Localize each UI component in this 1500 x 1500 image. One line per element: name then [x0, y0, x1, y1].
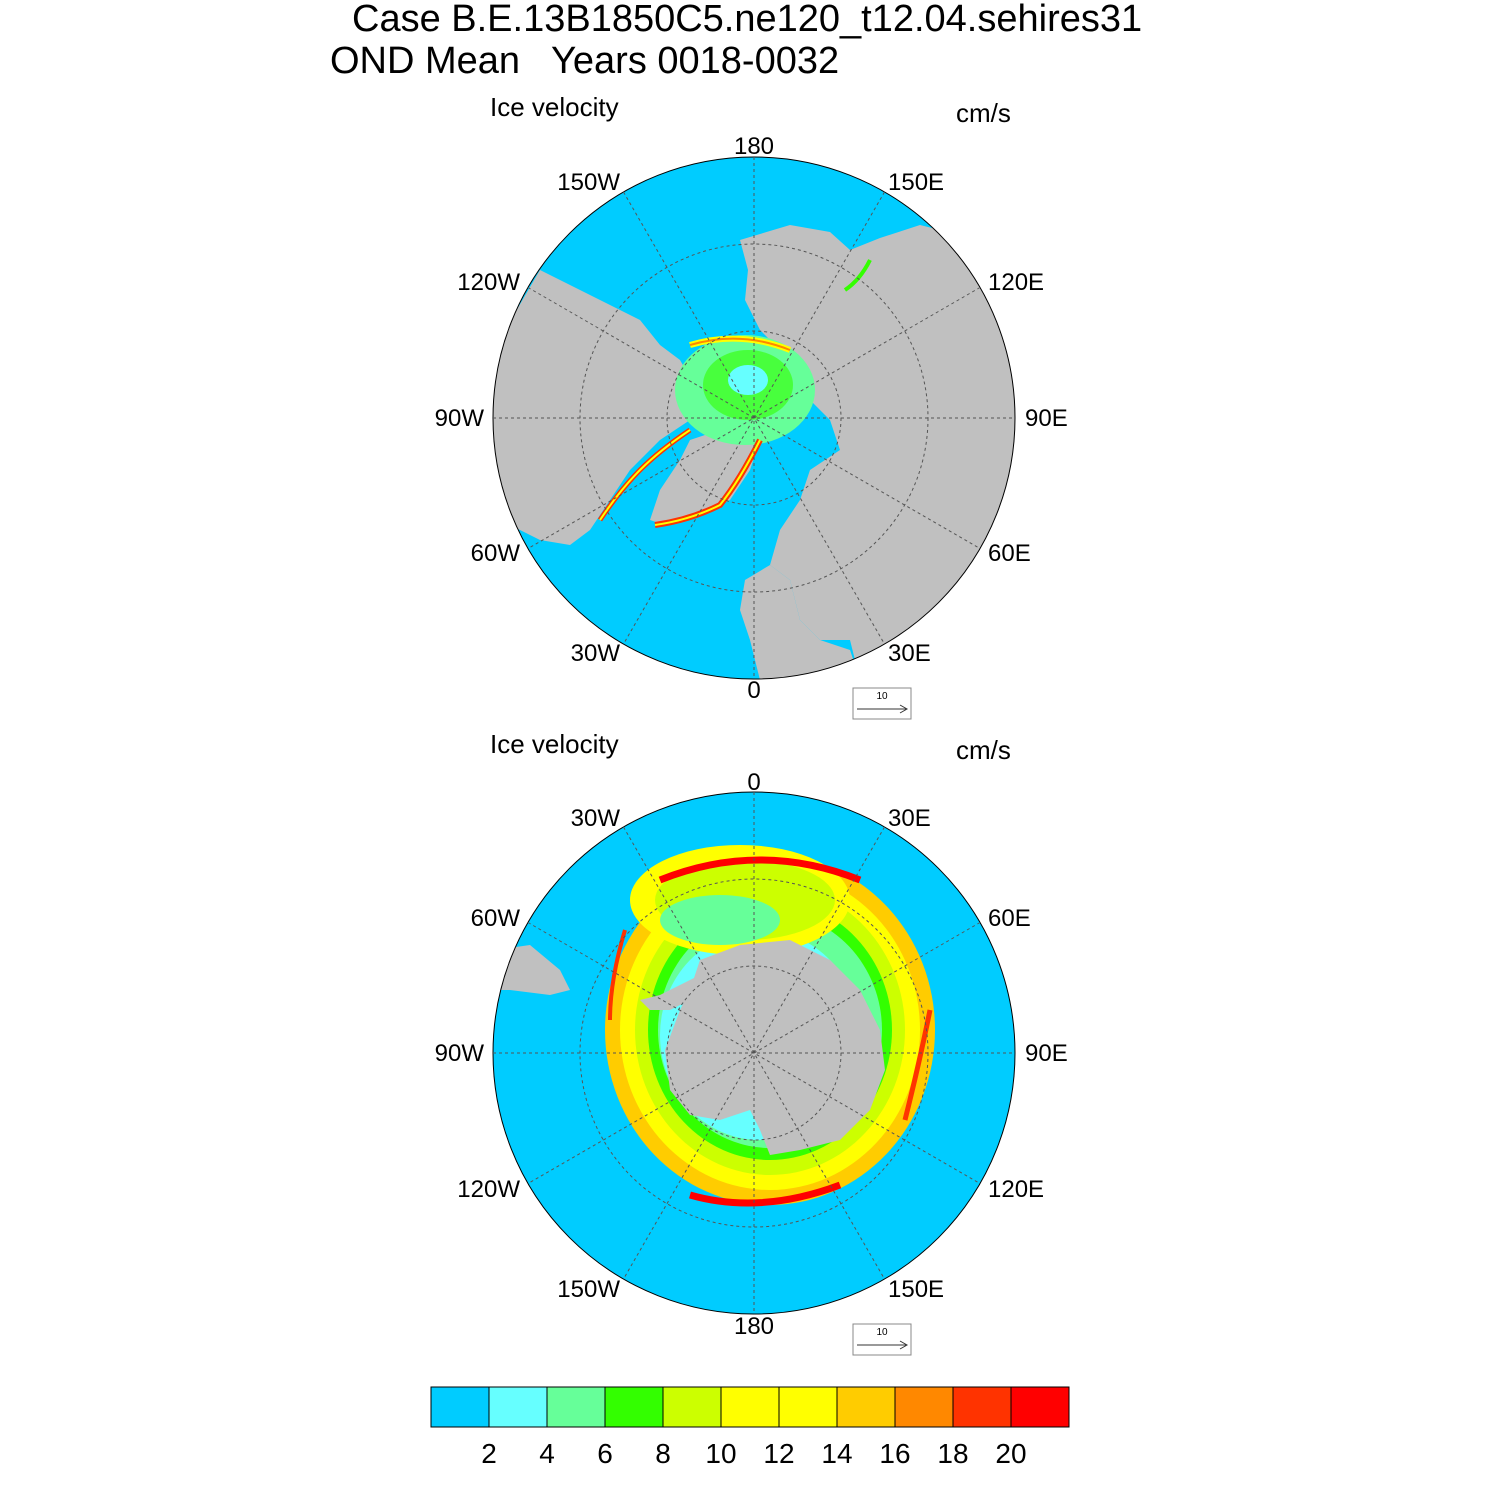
- north-lon-label-30e: 30E: [888, 640, 931, 667]
- north-reference-vector: 10: [852, 687, 912, 720]
- north-land-europe: [740, 565, 860, 679]
- colorbar-swatch: [952, 1386, 1012, 1428]
- north-polar-map: 180 150E 120E 90E 60E 30E 0 30W 60W 90W …: [435, 133, 1068, 720]
- colorbar-swatch: [836, 1386, 896, 1428]
- colorbar-swatch: [662, 1386, 722, 1428]
- colorbar: 2 4 6 8 10 12 14 16 18 20: [430, 1386, 1070, 1469]
- north-lon-label-0: 0: [747, 677, 760, 704]
- south-panel-units: cm/s: [956, 735, 1011, 765]
- colorbar-label: 16: [879, 1438, 910, 1469]
- south-lon-label-0: 0: [747, 769, 760, 796]
- south-lon-label-30e: 30E: [888, 805, 931, 832]
- north-lon-label-150e: 150E: [888, 169, 944, 196]
- north-lon-label-60e: 60E: [988, 540, 1031, 567]
- south-lon-label-120e: 120E: [988, 1176, 1044, 1203]
- colorbar-swatch: [1010, 1386, 1070, 1428]
- colorbar-label: 6: [597, 1438, 613, 1469]
- colorbar-swatch: [430, 1386, 490, 1428]
- colorbar-label: 10: [705, 1438, 736, 1469]
- colorbar-label: 2: [481, 1438, 497, 1469]
- north-lon-label-180: 180: [734, 133, 774, 160]
- south-lon-label-60w: 60W: [471, 905, 521, 932]
- south-lon-label-150e: 150E: [888, 1276, 944, 1303]
- south-lon-label-90w: 90W: [435, 1040, 485, 1067]
- main-title-line-1: Case B.E.13B1850C5.ne120_t12.04.sehires3…: [352, 0, 1143, 40]
- colorbar-swatch: [546, 1386, 606, 1428]
- north-lon-label-60w: 60W: [471, 540, 521, 567]
- main-title-line-2: OND Mean Years 0018-0032: [330, 40, 840, 82]
- north-land-greenland: [650, 430, 760, 525]
- south-lon-label-120w: 120W: [457, 1176, 520, 1203]
- north-panel-title: Ice velocity: [490, 92, 619, 122]
- north-land-eurasia: [740, 225, 1015, 679]
- north-lon-label-30w: 30W: [571, 640, 621, 667]
- north-land-north-america: [493, 270, 700, 545]
- south-reference-vector: 10: [852, 1323, 912, 1356]
- south-land-antarctic-peninsula: [640, 975, 700, 1010]
- south-graticule: [492, 791, 1016, 1315]
- north-ice-field: [675, 335, 815, 445]
- south-lon-label-30w: 30W: [571, 805, 621, 832]
- north-lon-label-90w: 90W: [435, 405, 485, 432]
- south-ref-vector-label: 10: [876, 1327, 888, 1338]
- north-lon-label-90e: 90E: [1025, 405, 1068, 432]
- south-lon-label-180: 180: [734, 1313, 774, 1340]
- north-lon-label-120w: 120W: [457, 269, 520, 296]
- south-lon-label-60e: 60E: [988, 905, 1031, 932]
- south-polar-map: 0 30E 60E 90E 120E 150E 180 150W 120W 90…: [435, 769, 1068, 1356]
- colorbar-label: 4: [539, 1438, 555, 1469]
- south-panel-title: Ice velocity: [490, 729, 619, 759]
- colorbar-swatch: [894, 1386, 954, 1428]
- north-lon-label-120e: 120E: [988, 269, 1044, 296]
- colorbar-label: 12: [763, 1438, 794, 1469]
- colorbar-swatch: [488, 1386, 548, 1428]
- south-lon-labels: 0 30E 60E 90E 120E 150E 180 150W 120W 90…: [435, 769, 1068, 1340]
- north-lon-label-150w: 150W: [557, 169, 620, 196]
- north-panel-units: cm/s: [956, 98, 1011, 128]
- north-graticule: [492, 156, 1016, 680]
- south-lon-label-150w: 150W: [557, 1276, 620, 1303]
- north-ref-vector-label: 10: [876, 691, 888, 702]
- north-lon-labels: 180 150E 120E 90E 60E 30E 0 30W 60W 90W …: [435, 133, 1068, 704]
- colorbar-label: 8: [655, 1438, 671, 1469]
- south-land-south-america: [495, 945, 570, 995]
- colorbar-swatch: [778, 1386, 838, 1428]
- colorbar-label: 20: [995, 1438, 1026, 1469]
- south-lon-label-90e: 90E: [1025, 1040, 1068, 1067]
- colorbar-label: 14: [821, 1438, 852, 1469]
- colorbar-swatch: [720, 1386, 780, 1428]
- colorbar-swatch: [604, 1386, 664, 1428]
- colorbar-label: 18: [937, 1438, 968, 1469]
